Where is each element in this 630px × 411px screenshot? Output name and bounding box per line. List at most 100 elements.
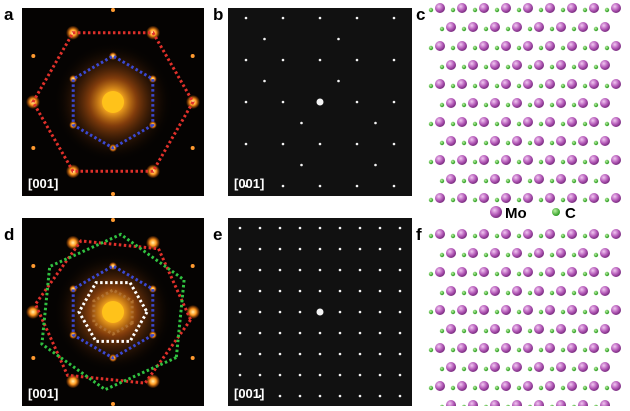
carbon-atom — [517, 348, 521, 352]
carbon-atom — [561, 310, 565, 314]
transmitted-beam — [102, 301, 124, 323]
carbon-atom — [594, 329, 598, 333]
carbon-atom — [539, 46, 543, 50]
mo-atom — [589, 305, 599, 315]
carbon-atom — [506, 179, 510, 183]
mo-atom — [567, 381, 577, 391]
zone-axis-label: [001] — [28, 176, 58, 191]
carbon-atom — [583, 198, 587, 202]
carbon-atom — [495, 272, 499, 276]
diffraction-spot — [319, 59, 322, 62]
mo-atom — [523, 41, 533, 51]
mo-atom — [534, 22, 544, 32]
carbon-atom — [462, 291, 466, 295]
carbon-atom — [473, 310, 477, 314]
carbon-atom — [429, 310, 433, 314]
diffraction-spot — [259, 248, 262, 251]
diffraction-spot — [337, 38, 340, 41]
mo-atom — [435, 41, 445, 51]
carbon-atom — [451, 8, 455, 12]
faint-spot — [31, 54, 35, 58]
diffraction-spot — [319, 332, 322, 335]
mo-atom — [512, 98, 522, 108]
legend: MoC — [490, 205, 576, 222]
carbon-atom — [517, 310, 521, 314]
mo-atom — [600, 174, 610, 184]
carbon-atom — [429, 46, 433, 50]
diffraction-spot — [245, 17, 248, 20]
diffraction-spot — [299, 332, 302, 335]
carbon-atom — [605, 46, 609, 50]
carbon-atom — [539, 234, 543, 238]
mo-atom — [589, 3, 599, 13]
diffraction-spot — [299, 353, 302, 356]
diffraction-spot — [319, 248, 322, 251]
mo-atom — [446, 362, 456, 372]
mo-atom — [589, 229, 599, 239]
mo-atom — [534, 174, 544, 184]
mo-atom — [457, 117, 467, 127]
mo-atom — [523, 343, 533, 353]
mo-atom — [545, 41, 555, 51]
diffraction-spot — [339, 269, 342, 272]
carbon-atom — [594, 179, 598, 183]
mo-atom — [501, 3, 511, 13]
carbon-atom — [517, 198, 521, 202]
mo-atom — [545, 79, 555, 89]
carbon-atom — [605, 8, 609, 12]
carbon-atom — [561, 198, 565, 202]
carbon-atom — [517, 272, 521, 276]
carbon-atom — [451, 198, 455, 202]
mo-atom — [457, 229, 467, 239]
carbon-atom — [561, 84, 565, 88]
carbon-atom — [594, 253, 598, 257]
mo-atom — [611, 3, 621, 13]
mo-atom — [479, 41, 489, 51]
carbon-atom — [451, 122, 455, 126]
diffraction-spot — [379, 332, 382, 335]
carbon-atom — [462, 253, 466, 257]
diffraction-spot — [356, 143, 359, 146]
carbon-atom — [506, 253, 510, 257]
carbon-atom — [517, 84, 521, 88]
mo-atom — [523, 267, 533, 277]
carbon-atom — [506, 367, 510, 371]
carbon-atom — [583, 8, 587, 12]
diffraction-spot — [379, 395, 382, 398]
carbon-atom — [429, 160, 433, 164]
diffraction-spot — [279, 290, 282, 293]
diffraction-spot — [359, 395, 362, 398]
diffraction-spot — [299, 374, 302, 377]
carbon-atom — [605, 234, 609, 238]
carbon-atom — [506, 141, 510, 145]
diffraction-spot — [356, 101, 359, 104]
panel: c — [416, 0, 630, 203]
carbon-atom — [572, 329, 576, 333]
faint-spot — [111, 402, 115, 406]
diffraction-spot — [300, 122, 303, 125]
carbon-atom — [583, 310, 587, 314]
carbon-atom — [484, 141, 488, 145]
carbon-atom — [594, 65, 598, 69]
carbon-atom — [506, 65, 510, 69]
diffraction-spot — [393, 101, 396, 104]
diffraction-spot — [279, 374, 282, 377]
diffraction-spot — [282, 17, 285, 20]
diffraction-spot — [66, 236, 80, 250]
carbon-atom — [495, 198, 499, 202]
diffraction-spot — [300, 164, 303, 167]
diffraction-spot — [359, 248, 362, 251]
diffraction-spot — [374, 122, 377, 125]
diffraction-spot — [339, 353, 342, 356]
diffraction-spot — [259, 269, 262, 272]
diffraction-spot — [356, 59, 359, 62]
faint-spot — [191, 264, 195, 268]
faint-spot — [31, 356, 35, 360]
mo-atom — [468, 60, 478, 70]
diffraction-spot — [339, 248, 342, 251]
legend-marker — [552, 208, 560, 216]
diffraction-spot — [319, 227, 322, 230]
diffraction-spot — [263, 80, 266, 83]
carbon-atom — [528, 65, 532, 69]
